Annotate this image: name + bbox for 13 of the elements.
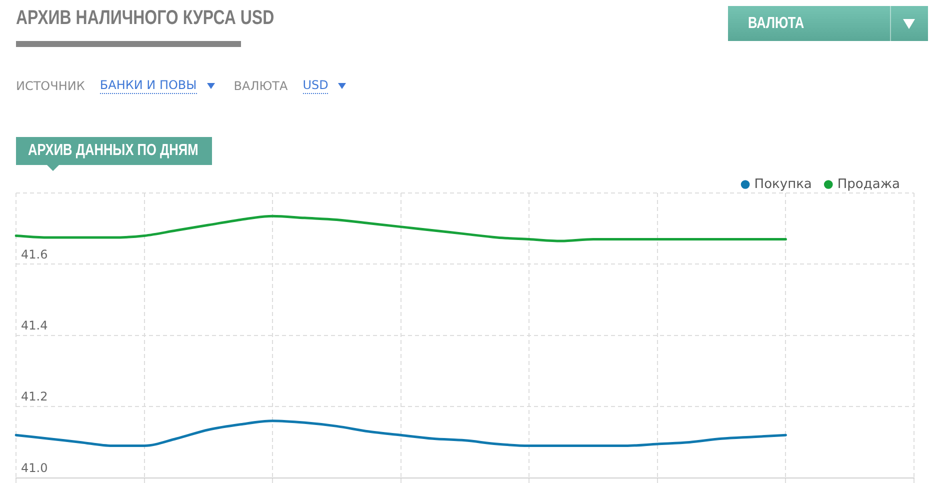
text: USD bbox=[302, 78, 328, 94]
chart-subtitle: АРХИВ ДАННЫХ ПО ДНЯМ bbox=[28, 141, 198, 161]
y-tick-label: 41.2 bbox=[21, 390, 48, 404]
legend-label: Продажа bbox=[837, 176, 900, 192]
text: ВАЛЮТА bbox=[234, 78, 288, 92]
text: ИСТОЧНИК bbox=[16, 78, 85, 92]
y-tick-label: 41.0 bbox=[21, 460, 48, 475]
y-tick-label: 41.6 bbox=[21, 247, 48, 262]
legend-label: Покупка bbox=[754, 176, 812, 192]
y-tick-label: 41.4 bbox=[21, 318, 48, 333]
dropdown-button: ВАЛЮТА bbox=[728, 6, 928, 41]
text: БАНКИ И ПОВЫ bbox=[100, 78, 197, 94]
chart-title: АРХИВ НАЛИЧНОГО КУРСА USD bbox=[16, 7, 274, 29]
